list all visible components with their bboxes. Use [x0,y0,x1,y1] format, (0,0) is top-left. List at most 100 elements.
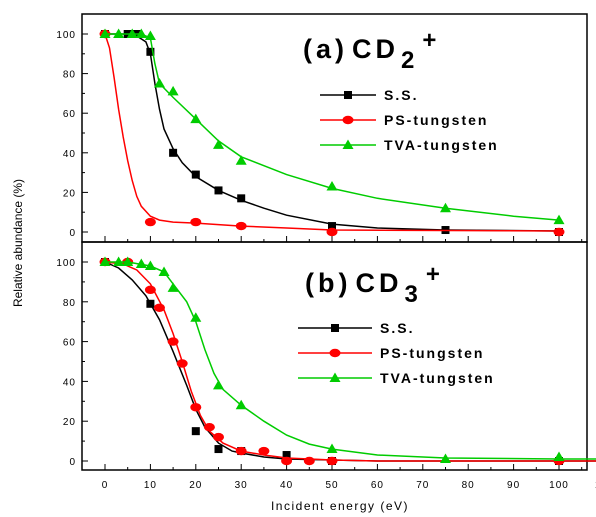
panel-label: (b) [305,268,351,298]
data-point-square [146,299,155,308]
panel-title: (a) CD2+ [303,27,440,74]
data-point-triangle [213,379,224,390]
legend-label: PS-tungsten [380,345,484,361]
data-point-triangle [167,85,179,96]
data-point-square [214,445,223,454]
data-point-triangle [113,28,125,38]
x-tick-label: 60 [371,480,384,491]
data-point-triangle [135,258,147,268]
y-tick-label: 40 [63,377,76,388]
data-point-square [169,148,178,157]
y-tick-label: 100 [56,30,76,41]
legend-marker-square [344,91,352,99]
data-point-triangle [190,312,202,322]
series-line-triangle [105,33,560,221]
data-point-triangle [122,256,134,266]
data-point-triangle [326,180,338,191]
series-line-circle [104,261,596,462]
data-point-triangle [440,453,451,464]
data-point-triangle [144,30,156,40]
x-tick-label: 90 [507,480,520,491]
data-point-triangle [190,113,202,124]
y-tick-label: 0 [69,457,76,468]
data-point-triangle [99,256,111,266]
data-point-square [237,194,246,203]
data-point-triangle [135,28,147,38]
data-point-square [214,186,223,195]
data-point-triangle [235,399,247,410]
x-tick-label: 70 [416,480,429,491]
data-point-triangle [213,139,224,149]
x-tick-label: 0 [102,480,109,491]
x-tick-label: 80 [462,480,475,491]
legend-label: TVA-tungsten [384,137,499,153]
data-point-square [191,170,200,179]
y-axis-label: Relative abundance (%) [11,179,25,307]
data-point-circle [144,217,156,227]
data-point-triangle [235,155,247,165]
data-point-circle [176,359,188,368]
panel-superscript: + [422,27,440,54]
data-point-triangle [113,256,125,266]
data-point-circle [303,456,315,466]
legend-marker-triangle [342,139,354,149]
data-point-circle [190,403,202,412]
data-point-circle [153,303,165,312]
data-point-triangle [553,451,565,462]
legend-marker-circle [329,348,341,358]
panel-subscript: 2 [401,47,418,74]
data-point-circle [258,446,270,456]
data-point-circle [553,227,565,237]
data-point-circle [281,456,293,466]
panel-species: CD [352,34,399,64]
y-tick-label: 60 [63,109,76,120]
panel-subscript: 3 [404,281,421,308]
panel-label: (a) [303,34,348,64]
series-line-circle [104,33,560,232]
data-point-triangle [326,443,338,454]
legend-label: S.S. [380,320,414,336]
data-point-triangle [126,28,138,38]
data-point-circle [235,221,247,231]
data-point-square [328,222,336,231]
data-point-square [191,427,200,436]
legend-marker-square [331,324,339,332]
panel-b: 0 20 40 60 80 100 0 10 20 30 40 50 60 70 80 90 100 110 (b)… [56,241,596,491]
x-tick-label: 20 [189,480,202,491]
y-tick-label: 80 [63,298,76,309]
y-tick-label: 0 [69,228,76,239]
panel-superscript: + [426,261,444,288]
x-tick-label: 40 [280,480,293,491]
legend-marker-circle [342,115,354,125]
legend-label: PS-tungsten [384,112,488,128]
data-point-circle [326,456,338,466]
data-point-circle [326,227,338,237]
data-point-square [146,47,155,56]
data-point-square [282,451,291,460]
data-point-triangle [99,28,111,38]
y-tick-label: 80 [63,70,76,81]
data-point-circle [203,422,215,432]
y-tick-label: 20 [63,417,76,428]
panel-a: 0 20 40 60 80 100 (a) CD2+ S.S. PS-tungsten TVA-tu… [56,13,588,243]
data-point-circle [167,337,179,346]
data-point-triangle [167,282,179,292]
y-tick-label: 60 [63,338,76,349]
data-point-circle [190,217,202,227]
panel-species: CD [355,268,402,298]
data-point-circle [235,446,247,456]
y-tick-label: 40 [63,149,76,160]
x-tick-label: 110 [595,480,596,491]
y-tick-label: 100 [56,258,76,269]
data-point-circle [213,432,224,442]
legend-label: S.S. [384,87,418,103]
data-point-triangle [158,266,170,276]
plot-frame [81,241,588,471]
x-tick-label: 10 [144,480,157,491]
x-tick-label: 50 [325,480,338,491]
data-point-triangle [553,214,565,225]
legend-marker-triangle [329,372,341,382]
data-point-triangle [144,260,156,270]
x-tick-label: 30 [235,480,248,491]
